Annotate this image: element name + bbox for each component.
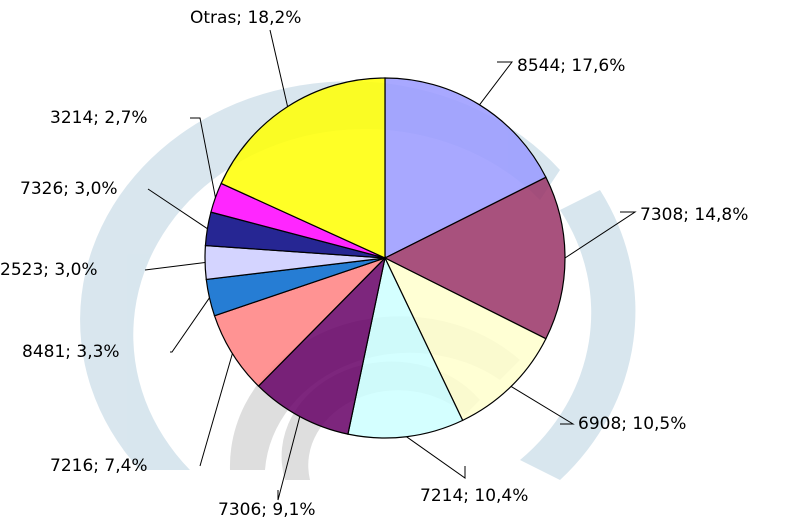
- leader-line: [511, 386, 573, 424]
- leader-line: [170, 298, 209, 352]
- data-label: 6908; 10,5%: [578, 414, 686, 434]
- leader-line: [480, 62, 512, 105]
- leader-line: [145, 263, 205, 270]
- data-label: 2523; 3,0%: [0, 260, 98, 280]
- leader-line: [406, 437, 465, 478]
- data-label: 8544; 17,6%: [517, 56, 625, 76]
- data-label: 8481; 3,3%: [22, 342, 120, 362]
- data-label: 7308; 14,8%: [640, 205, 748, 225]
- data-label: 7216; 7,4%: [50, 456, 148, 476]
- leader-line: [200, 353, 232, 466]
- chart: 8544; 17,6% 7308; 14,8% 6908; 10,5% 7214; 1…: [0, 0, 787, 526]
- data-label: Otras; 18,2%: [190, 8, 301, 28]
- data-label: 7326; 3,0%: [20, 179, 118, 199]
- data-label: 7306; 9,1%: [218, 500, 316, 520]
- data-label: 3214; 2,7%: [50, 108, 148, 128]
- data-label: 7214; 10,4%: [420, 486, 528, 506]
